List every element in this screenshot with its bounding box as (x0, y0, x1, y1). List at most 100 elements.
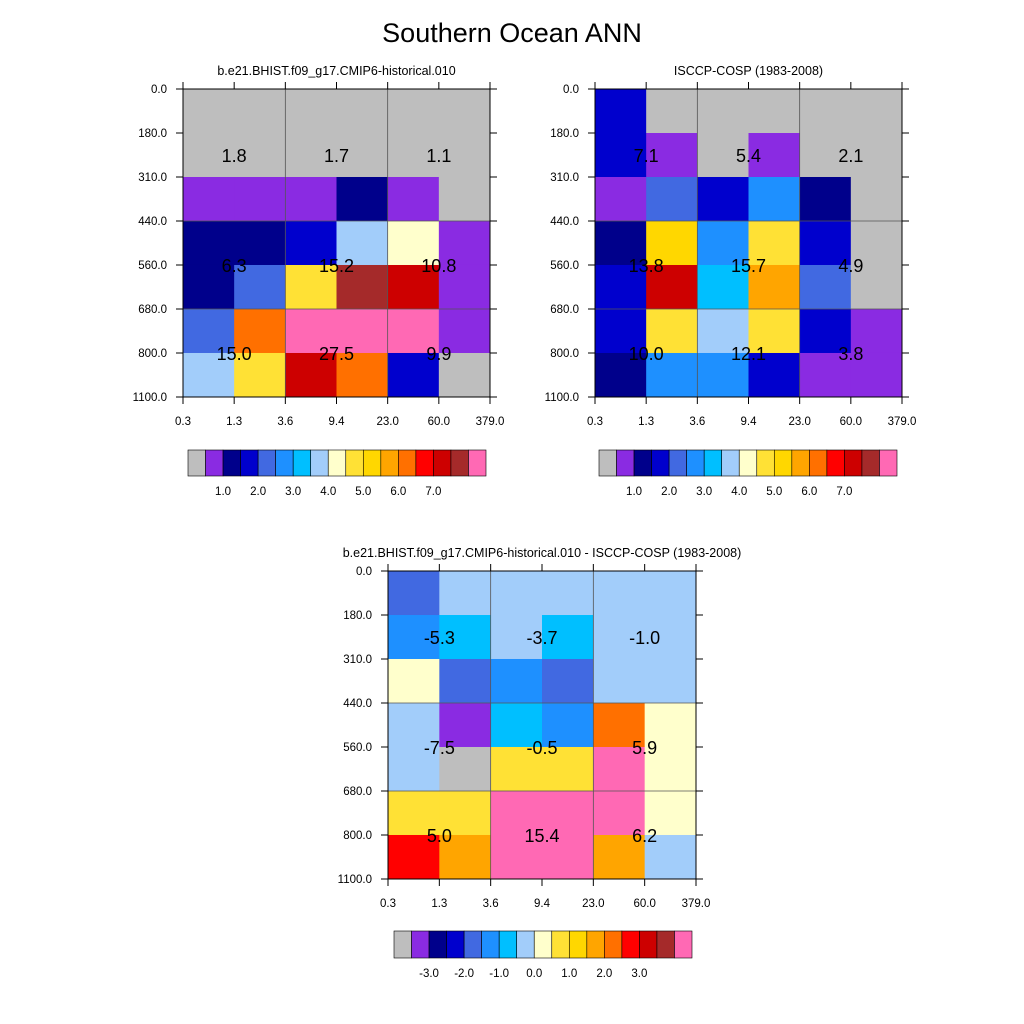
colorbar-swatch (604, 930, 623, 959)
y-tick-label: 310.0 (138, 172, 167, 184)
heatmap-cell (593, 834, 646, 880)
figure-title: Southern Ocean ANN (382, 18, 642, 48)
x-tick-label: 3.6 (483, 898, 499, 910)
heatmap-cell (388, 703, 440, 748)
heatmap-cell (387, 309, 440, 354)
heatmap-cell (387, 176, 440, 222)
heatmap-cell (438, 352, 491, 398)
heatmap-cell (850, 352, 903, 398)
heatmap-cell (183, 352, 235, 398)
colorbar-swatch (398, 449, 417, 477)
heatmap-cell (183, 221, 235, 266)
heatmap-cell (183, 309, 235, 354)
panel-title: ISCCP-COSP (1983-2008) (674, 64, 823, 78)
colorbar-swatch (533, 930, 553, 959)
colorbar-label: 7.0 (836, 486, 852, 498)
cell-annotation: 5.4 (736, 146, 761, 166)
heatmap-cell (439, 834, 492, 880)
heatmap-cell (336, 133, 389, 178)
colorbar-swatch (651, 449, 670, 477)
heatmap-cell (285, 264, 337, 310)
x-tick-label: 379.0 (476, 416, 505, 428)
cell-annotation: -3.7 (526, 628, 557, 648)
colorbar-swatch (568, 930, 588, 959)
y-tick-label: 310.0 (343, 654, 372, 666)
colorbar-swatch (411, 930, 430, 959)
heatmap-cell (595, 309, 647, 354)
cell-annotation: 1.1 (426, 146, 451, 166)
colorbar-label: 1.0 (215, 486, 231, 498)
heatmap-cell (439, 791, 492, 836)
cell-annotation: 1.7 (324, 146, 349, 166)
cell-annotation: 6.3 (222, 256, 247, 276)
heatmap-cell (388, 615, 440, 660)
colorbar-label: 2.0 (661, 486, 677, 498)
y-tick-label: 680.0 (138, 304, 167, 316)
x-tick-label: 23.0 (582, 898, 604, 910)
colorbar-swatch (310, 449, 329, 477)
cell-annotation: 6.2 (632, 826, 657, 846)
heatmap-cell (336, 309, 389, 354)
y-tick-label: 800.0 (550, 348, 579, 360)
heatmap-cell (388, 571, 440, 616)
colorbar-swatch (756, 449, 775, 477)
heatmap-cell (593, 703, 646, 748)
cell-annotation: 15.4 (524, 826, 559, 846)
heatmap-cell (285, 133, 337, 178)
heatmap-cell (490, 791, 543, 836)
heatmap-cell (387, 352, 440, 398)
heatmap-cell (644, 791, 697, 836)
y-tick-label: 560.0 (343, 742, 372, 754)
heatmap-cell (234, 309, 286, 354)
y-tick-label: 180.0 (138, 128, 167, 140)
x-tick-label: 60.0 (428, 416, 450, 428)
heatmap-cell (490, 703, 543, 748)
heatmap-cell (387, 133, 440, 178)
heatmap-cell (183, 264, 235, 310)
colorbar-swatch (656, 930, 675, 959)
cell-annotation: -7.5 (424, 738, 455, 758)
heatmap-cell (595, 133, 647, 178)
heatmap-cell (697, 89, 749, 134)
x-tick-label: 3.6 (277, 416, 293, 428)
colorbar-label: 5.0 (766, 486, 782, 498)
heatmap-cell (336, 89, 389, 134)
y-tick-label: 0.0 (356, 566, 372, 578)
y-tick-label: 800.0 (138, 348, 167, 360)
colorbar-label: 6.0 (390, 486, 406, 498)
heatmap-cell (336, 352, 389, 398)
colorbar-swatch (516, 930, 535, 959)
cell-annotation: 10.0 (629, 344, 664, 364)
colorbar-swatch (292, 449, 312, 477)
x-tick-label: 60.0 (840, 416, 862, 428)
cell-annotation: 5.0 (427, 826, 452, 846)
colorbar-label: 3.0 (285, 486, 301, 498)
x-tick-label: 379.0 (888, 416, 917, 428)
heatmap-cell (646, 89, 698, 134)
colorbar-label: -2.0 (454, 968, 474, 980)
heatmap-cell (439, 746, 492, 792)
heatmap-cell (646, 264, 698, 310)
heatmap-cell (748, 309, 801, 354)
panel-title: b.e21.BHIST.f09_g17.CMIP6-historical.010 (217, 64, 455, 78)
colorbar-swatch (674, 930, 693, 959)
colorbar-swatch (844, 449, 863, 477)
colorbar-swatch (826, 449, 845, 477)
heatmap-cell (438, 221, 491, 266)
colorbar-swatch (738, 449, 758, 477)
heatmap-cell (646, 221, 698, 266)
colorbar-swatch (450, 449, 469, 477)
heatmap-cell (748, 133, 801, 178)
heatmap-cell (644, 834, 697, 880)
heatmap-cell (850, 133, 903, 178)
colorbar-label: 6.0 (801, 486, 817, 498)
x-tick-label: 379.0 (682, 898, 711, 910)
heatmap-cell (850, 176, 903, 222)
heatmap-cell (234, 176, 286, 222)
heatmap-cell (593, 658, 646, 704)
heatmap-cell (799, 89, 852, 134)
colorbar-swatch (616, 449, 635, 477)
colorbar-swatch (498, 930, 518, 959)
cell-annotation: 13.8 (629, 256, 664, 276)
colorbar-swatch (481, 930, 500, 959)
